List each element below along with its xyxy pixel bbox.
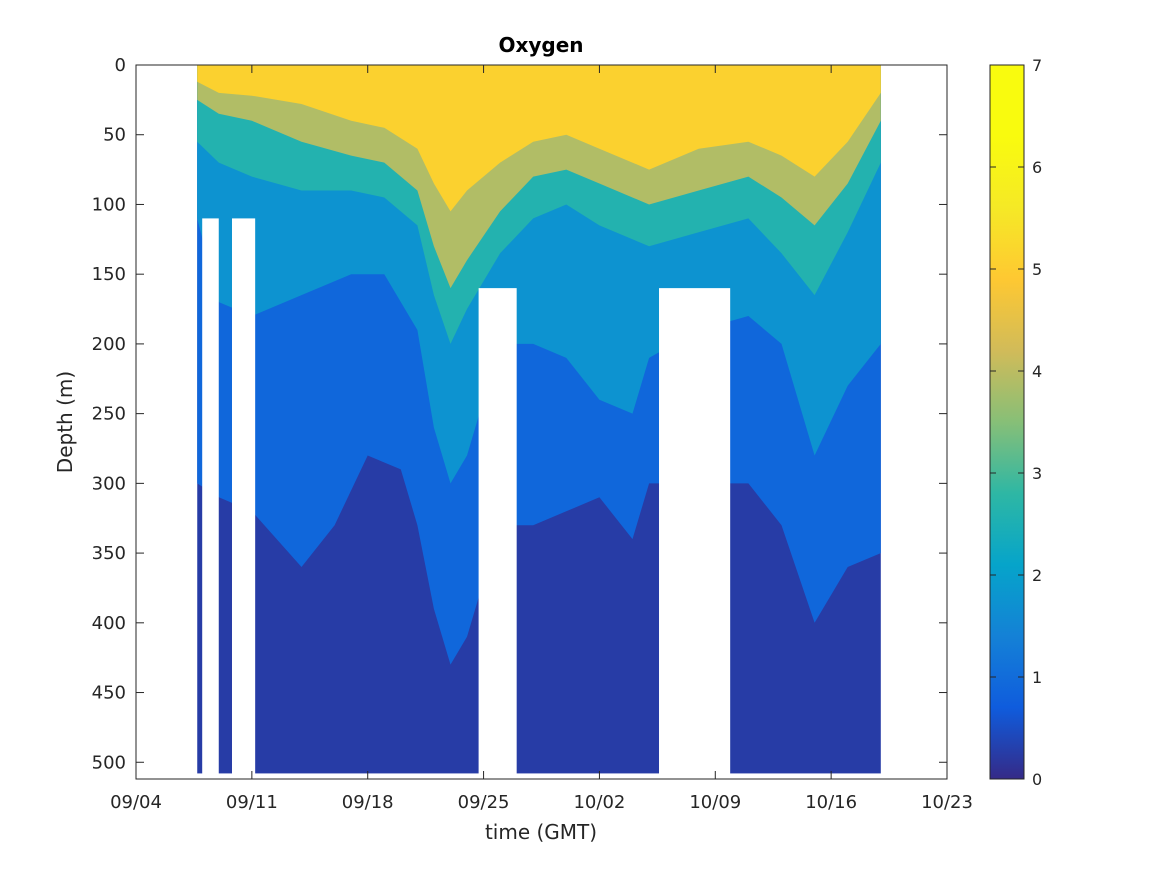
oxygen-heatmap	[197, 65, 881, 774]
chart-title: Oxygen	[498, 33, 583, 57]
x-tick-label: 09/11	[226, 792, 278, 813]
colorbar-ticks: 0 1 2 3 4 5 6 7	[990, 56, 1042, 789]
x-tick-label: 09/25	[458, 792, 510, 813]
y-tick-label: 200	[92, 334, 126, 355]
colorbar-tick-label: 0	[1032, 770, 1042, 789]
colorbar-tick-label: 6	[1032, 158, 1042, 177]
x-tick-label: 09/18	[342, 792, 394, 813]
y-tick-label: 400	[92, 613, 126, 634]
x-tick-label: 10/02	[573, 792, 625, 813]
colorbar-tick-label: 3	[1032, 464, 1042, 483]
y-tick-label: 300	[92, 473, 126, 494]
y-tick-label: 350	[92, 543, 126, 564]
colorbar: 0 1 2 3 4 5 6 7	[989, 56, 1042, 789]
colorbar-tick-label: 4	[1032, 362, 1042, 381]
x-axis-ticks: 09/04 09/11 09/18 09/25 10/02 10/09 10/16 10/23	[110, 65, 973, 813]
oxygen-band-5	[197, 65, 881, 212]
x-axis-title: time (GMT)	[485, 820, 597, 844]
y-tick-label: 150	[92, 264, 126, 285]
y-tick-label: 100	[92, 194, 126, 215]
x-tick-label: 10/16	[805, 792, 857, 813]
data-gaps	[202, 218, 731, 779]
colorbar-tick-label: 1	[1032, 668, 1042, 687]
colorbar-gradient	[990, 65, 1024, 779]
x-tick-label: 10/09	[689, 792, 741, 813]
colorbar-tick-label: 5	[1032, 260, 1042, 279]
y-tick-label: 450	[92, 683, 126, 704]
y-tick-label: 50	[103, 125, 126, 146]
y-axis-ticks: 0 50 100 150 200 250 300 350 400 450 500	[92, 55, 947, 773]
y-tick-label: 500	[92, 752, 126, 773]
plot-frame	[135, 64, 948, 780]
colorbar-tick-label: 2	[1032, 566, 1042, 585]
data-gap-3	[659, 288, 731, 779]
colorbar-tick-label: 7	[1032, 56, 1042, 75]
y-tick-label: 250	[92, 404, 126, 425]
data-gap-0	[202, 218, 219, 779]
y-axis-title: Depth (m)	[53, 371, 77, 473]
plot-area: 09/04 09/11 09/18 09/25 10/02 10/09 10/16 10/23…	[92, 55, 973, 813]
data-gap-1	[231, 218, 256, 779]
colorbar-frame	[989, 64, 1025, 780]
y-tick-label: 0	[115, 55, 126, 76]
data-gap-2	[478, 288, 517, 779]
x-tick-label: 10/23	[921, 792, 973, 813]
x-tick-label: 09/04	[110, 792, 162, 813]
